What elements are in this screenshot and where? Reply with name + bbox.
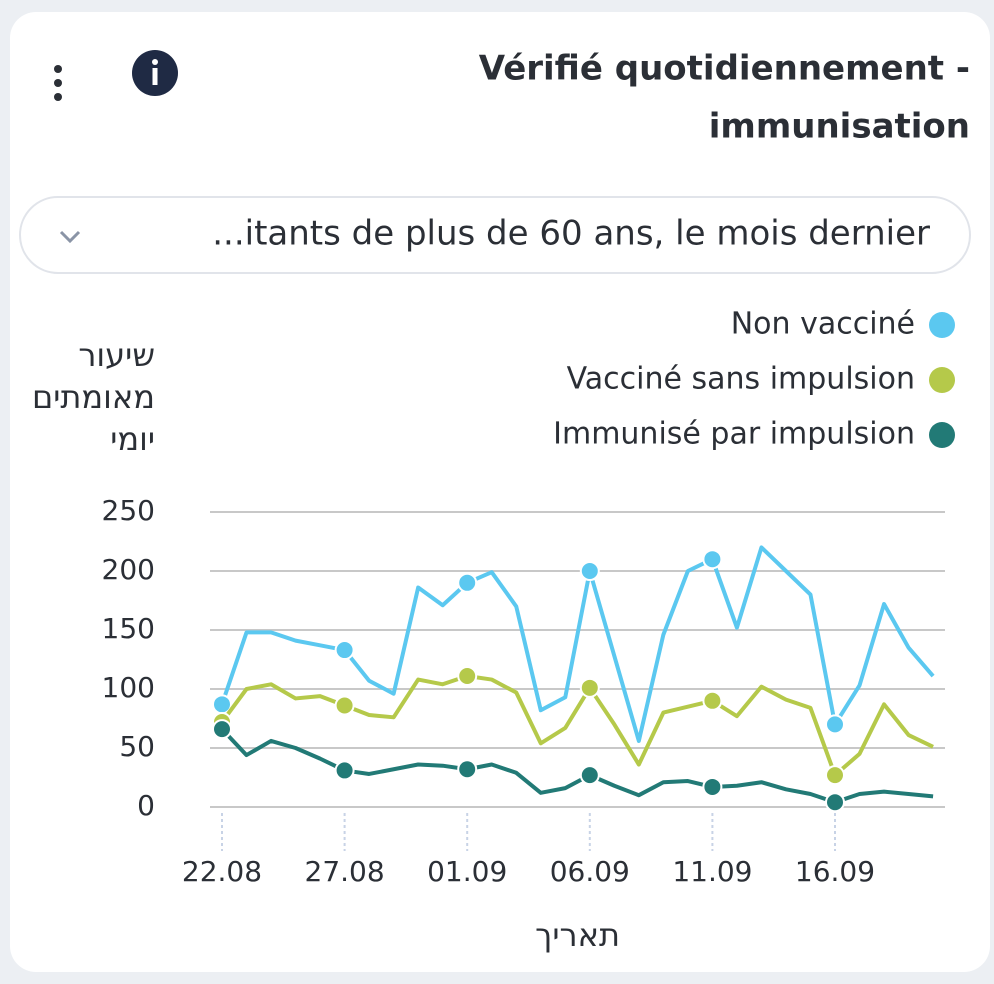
point [702, 690, 723, 711]
card [10, 12, 990, 972]
point [579, 561, 600, 581]
point [334, 695, 355, 716]
title-line: immunisation [709, 107, 970, 147]
y-tick-label: 250 [102, 494, 155, 527]
y-axis-label: יומי [110, 420, 155, 458]
legend-swatch [929, 312, 955, 338]
dropdown[interactable]: ...itants de plus de 60 ans, le mois der… [19, 196, 971, 274]
point [579, 677, 600, 698]
x-tick-label: 22.08 [182, 855, 262, 888]
legend-label: Immunisé par impulsion [553, 417, 915, 452]
point [457, 666, 478, 687]
point [212, 719, 232, 740]
menu-button[interactable] [54, 65, 62, 101]
x-tick-label: 06.09 [550, 855, 630, 888]
point [457, 759, 478, 780]
point [825, 765, 845, 786]
dropdown-text: ...itants de plus de 60 ans, le mois der… [212, 214, 930, 254]
point [825, 792, 845, 813]
point [334, 640, 355, 661]
x-axis-label: תאריך [535, 916, 620, 954]
x-tick-label: 11.09 [672, 855, 752, 888]
info-icon[interactable] [132, 50, 178, 96]
y-tick-label: 50 [119, 730, 155, 763]
y-axis-label: שיעור [78, 336, 155, 374]
x-tick-label: 27.08 [305, 855, 385, 888]
x-tick-label: 01.09 [427, 855, 507, 888]
legend-swatch [929, 422, 955, 448]
legend-label: Vacciné sans impulsion [567, 362, 915, 397]
legend-swatch [929, 367, 955, 393]
title-line: Vérifié quotidiennement - [479, 49, 970, 89]
legend-label: Non vacciné [731, 307, 915, 342]
x-tick-label: 16.09 [795, 855, 875, 888]
y-tick-label: 0 [137, 789, 155, 822]
point [702, 776, 723, 797]
point [334, 760, 355, 781]
y-tick-label: 150 [102, 612, 155, 645]
y-tick-label: 200 [102, 553, 155, 586]
point [457, 572, 478, 593]
point [579, 765, 600, 786]
y-tick-label: 100 [102, 671, 155, 704]
point [702, 549, 723, 570]
y-axis-label: מאומתים [32, 378, 155, 416]
point [825, 714, 845, 735]
